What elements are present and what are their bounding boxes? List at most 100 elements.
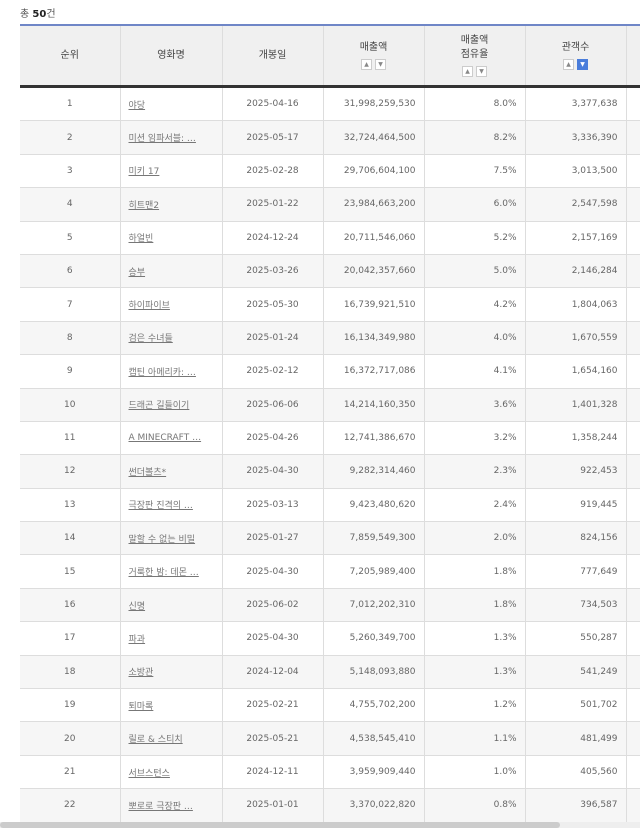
audience-cell: 1,654,160 bbox=[524, 354, 626, 389]
header-sales-label: 매출액 bbox=[359, 42, 388, 53]
title-cell: 썬더볼츠* bbox=[119, 454, 222, 489]
header-release: 개봉일 bbox=[221, 24, 323, 88]
table-row: 22 뽀로로 극장판 … 2025-01-01 3,370,022,820 0.… bbox=[20, 788, 640, 823]
movie-title-link[interactable]: 캡틴 아메리카: … bbox=[128, 367, 196, 378]
title-cell: 검은 수녀들 bbox=[119, 321, 222, 356]
title-cell: 하얼빈 bbox=[119, 221, 222, 255]
movie-title-link[interactable]: 신명 bbox=[128, 601, 146, 612]
movie-title-link[interactable]: 퇴마록 bbox=[128, 701, 154, 712]
rank-cell: 17 bbox=[20, 621, 120, 656]
rank-cell: 5 bbox=[20, 221, 120, 255]
release-cell: 2025-02-21 bbox=[221, 688, 323, 723]
movie-title-link[interactable]: 야당 bbox=[128, 100, 146, 111]
sort-asc-icon[interactable]: ▲ bbox=[462, 66, 473, 77]
movie-title-link[interactable]: 히트맨2 bbox=[128, 200, 160, 211]
table-row: 18 소방관 2024-12-04 5,148,093,880 1.3% 541… bbox=[20, 655, 640, 690]
release-cell: 2025-01-01 bbox=[221, 788, 323, 823]
title-cell: 드래곤 길들이기 bbox=[119, 388, 222, 422]
share-cell: 7.5% bbox=[423, 154, 525, 189]
rank-cell: 20 bbox=[20, 721, 120, 756]
table-row: 12 썬더볼츠* 2025-04-30 9,282,314,460 2.3% 9… bbox=[20, 454, 640, 489]
extra-cell bbox=[625, 287, 640, 322]
extra-cell bbox=[625, 321, 640, 356]
release-cell: 2025-05-17 bbox=[221, 120, 323, 155]
extra-cell bbox=[625, 254, 640, 289]
title-cell: 하이파이브 bbox=[119, 287, 222, 322]
movie-title-link[interactable]: 거룩한 밤: 데몬 … bbox=[128, 568, 199, 579]
movie-title-link[interactable]: 검은 수녀들 bbox=[128, 334, 173, 345]
sales-cell: 32,724,464,500 bbox=[322, 120, 424, 155]
header-share-label-2: 점유율 bbox=[460, 49, 489, 60]
header-share-label-1: 매출액 bbox=[460, 35, 489, 46]
share-cell: 1.8% bbox=[423, 554, 525, 589]
table-row: 14 말할 수 없는 비밀 2025-01-27 7,859,549,300 2… bbox=[20, 521, 640, 556]
sort-asc-icon[interactable]: ▲ bbox=[563, 59, 574, 70]
audience-cell: 777,649 bbox=[524, 554, 626, 589]
release-cell: 2024-12-04 bbox=[221, 655, 323, 690]
movie-title-link[interactable]: 말할 수 없는 비밀 bbox=[128, 534, 196, 545]
header-rank: 순위 bbox=[20, 24, 120, 88]
header-extra bbox=[625, 24, 640, 88]
sales-cell: 14,214,160,350 bbox=[322, 388, 424, 422]
movie-title-link[interactable]: 하얼빈 bbox=[128, 234, 154, 245]
share-cell: 5.0% bbox=[423, 254, 525, 289]
sort-asc-icon[interactable]: ▲ bbox=[361, 59, 372, 70]
share-cell: 3.6% bbox=[423, 388, 525, 422]
sort-desc-icon[interactable]: ▼ bbox=[476, 66, 487, 77]
release-cell: 2024-12-24 bbox=[221, 221, 323, 255]
table-row: 11 A MINECRAFT … 2025-04-26 12,741,386,6… bbox=[20, 421, 640, 456]
audience-cell: 501,702 bbox=[524, 688, 626, 723]
rank-cell: 11 bbox=[20, 421, 120, 456]
movie-title-link[interactable]: 릴로 & 스티치 bbox=[128, 735, 183, 746]
rank-cell: 16 bbox=[20, 588, 120, 623]
total-prefix: 총 bbox=[20, 9, 33, 20]
share-cell: 2.0% bbox=[423, 521, 525, 556]
table-row: 21 서브스턴스 2024-12-11 3,959,909,440 1.0% 4… bbox=[20, 755, 640, 790]
share-cell: 1.8% bbox=[423, 588, 525, 623]
table-row: 16 신명 2025-06-02 7,012,202,310 1.8% 734,… bbox=[20, 588, 640, 623]
movie-title-link[interactable]: 미션 임파서블: … bbox=[128, 134, 196, 145]
movie-title-link[interactable]: A MINECRAFT … bbox=[128, 433, 202, 444]
movie-title-link[interactable]: 서브스턴스 bbox=[128, 768, 170, 779]
rank-cell: 6 bbox=[20, 254, 120, 289]
movie-title-link[interactable]: 소방관 bbox=[128, 668, 154, 679]
scrollbar-thumb[interactable] bbox=[0, 822, 560, 828]
release-cell: 2024-12-11 bbox=[221, 755, 323, 790]
share-cell: 4.1% bbox=[423, 354, 525, 389]
share-cell: 1.1% bbox=[423, 721, 525, 756]
audience-cell: 922,453 bbox=[524, 454, 626, 489]
movie-title-link[interactable]: 극장판 진격의 … bbox=[128, 501, 193, 512]
extra-cell bbox=[625, 521, 640, 556]
extra-cell bbox=[625, 421, 640, 456]
extra-cell bbox=[625, 688, 640, 723]
movie-title-link[interactable]: 뽀로로 극장판 … bbox=[128, 801, 193, 812]
share-cell: 6.0% bbox=[423, 187, 525, 222]
release-cell: 2025-04-16 bbox=[221, 86, 323, 122]
sort-desc-icon[interactable]: ▼ bbox=[375, 59, 386, 70]
sales-cell: 7,859,549,300 bbox=[322, 521, 424, 556]
share-cell: 8.0% bbox=[423, 86, 525, 122]
movie-title-link[interactable]: 승부 bbox=[128, 267, 146, 278]
sort-desc-active-icon[interactable]: ▼ bbox=[577, 59, 588, 70]
rank-cell: 12 bbox=[20, 454, 120, 489]
header-title: 영화명 bbox=[119, 24, 222, 88]
share-cell: 5.2% bbox=[423, 221, 525, 255]
movie-title-link[interactable]: 하이파이브 bbox=[128, 301, 170, 312]
sales-cell: 29,706,604,100 bbox=[322, 154, 424, 189]
share-cell: 2.3% bbox=[423, 454, 525, 489]
movie-title-link[interactable]: 파과 bbox=[128, 634, 146, 645]
extra-cell bbox=[625, 755, 640, 790]
extra-cell bbox=[625, 588, 640, 623]
release-cell: 2025-01-22 bbox=[221, 187, 323, 222]
sales-cell: 5,148,093,880 bbox=[322, 655, 424, 690]
table-row: 8 검은 수녀들 2025-01-24 16,134,349,980 4.0% … bbox=[20, 321, 640, 356]
movie-title-link[interactable]: 미키 17 bbox=[128, 167, 160, 178]
sales-cell: 3,959,909,440 bbox=[322, 755, 424, 790]
horizontal-scrollbar[interactable] bbox=[0, 822, 640, 828]
sales-cell: 4,538,545,410 bbox=[322, 721, 424, 756]
table-row: 4 히트맨2 2025-01-22 23,984,663,200 6.0% 2,… bbox=[20, 187, 640, 222]
title-cell: 서브스턴스 bbox=[119, 755, 222, 790]
movie-title-link[interactable]: 드래곤 길들이기 bbox=[128, 401, 190, 412]
header-row: 순위 영화명 개봉일 매출액 ▲ ▼ 매출액 점유율 ▲ ▼ 관객수 ▲ ▼ bbox=[20, 24, 640, 88]
movie-title-link[interactable]: 썬더볼츠* bbox=[128, 467, 167, 478]
